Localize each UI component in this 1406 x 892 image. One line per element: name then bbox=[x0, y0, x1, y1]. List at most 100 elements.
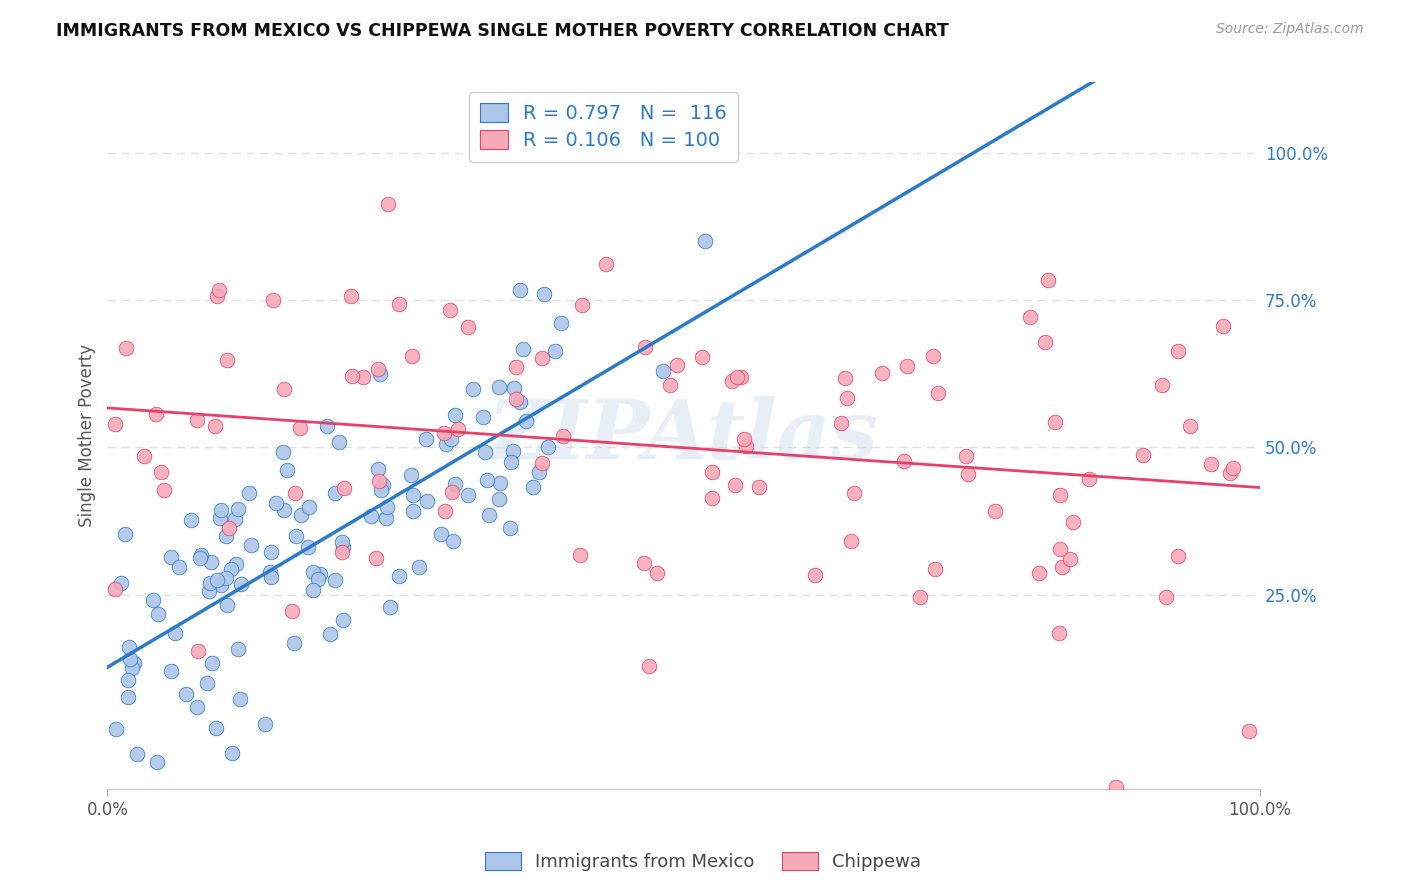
Point bbox=[371, 478, 394, 492]
Point bbox=[104, 723, 127, 737]
Point bbox=[146, 755, 169, 769]
Point bbox=[332, 540, 354, 554]
Point bbox=[502, 381, 524, 395]
Point bbox=[735, 439, 758, 453]
Point bbox=[104, 582, 127, 597]
Point bbox=[276, 463, 298, 477]
Point bbox=[145, 407, 167, 421]
Point bbox=[360, 508, 382, 523]
Point bbox=[571, 298, 593, 312]
Point bbox=[488, 476, 510, 491]
Point bbox=[352, 370, 374, 384]
Point bbox=[290, 421, 312, 435]
Point bbox=[1049, 488, 1071, 502]
Point bbox=[205, 574, 228, 588]
Point bbox=[830, 416, 852, 430]
Point bbox=[402, 487, 425, 501]
Point bbox=[568, 549, 591, 563]
Point bbox=[638, 659, 661, 673]
Point bbox=[368, 367, 391, 381]
Point bbox=[215, 571, 238, 585]
Point bbox=[512, 343, 534, 357]
Point bbox=[204, 721, 226, 735]
Point bbox=[367, 462, 389, 476]
Point bbox=[297, 540, 319, 554]
Point bbox=[190, 551, 212, 566]
Point bbox=[323, 573, 346, 587]
Point bbox=[658, 378, 681, 392]
Point bbox=[121, 661, 143, 675]
Point bbox=[221, 746, 243, 760]
Point bbox=[260, 570, 283, 584]
Point bbox=[163, 626, 186, 640]
Point bbox=[730, 369, 752, 384]
Point bbox=[509, 283, 531, 297]
Point bbox=[283, 636, 305, 650]
Point bbox=[434, 437, 457, 451]
Point bbox=[264, 495, 287, 509]
Point bbox=[1237, 723, 1260, 738]
Point bbox=[370, 483, 392, 498]
Point bbox=[186, 412, 208, 426]
Point bbox=[474, 445, 496, 459]
Point bbox=[1047, 625, 1070, 640]
Point bbox=[374, 511, 396, 525]
Point bbox=[174, 687, 197, 701]
Point bbox=[388, 569, 411, 583]
Point bbox=[1154, 591, 1177, 605]
Point bbox=[908, 591, 931, 605]
Point bbox=[1212, 319, 1234, 334]
Point bbox=[195, 676, 218, 690]
Point bbox=[273, 382, 295, 396]
Point bbox=[1019, 310, 1042, 324]
Point bbox=[531, 351, 554, 366]
Point bbox=[501, 455, 523, 469]
Point bbox=[488, 492, 510, 507]
Point bbox=[505, 392, 527, 407]
Point bbox=[152, 483, 174, 498]
Point bbox=[834, 371, 856, 385]
Point bbox=[505, 360, 527, 375]
Point bbox=[215, 598, 238, 612]
Point bbox=[1059, 551, 1081, 566]
Point bbox=[226, 501, 249, 516]
Point bbox=[1152, 377, 1174, 392]
Point bbox=[118, 640, 141, 654]
Point bbox=[444, 477, 467, 491]
Point bbox=[478, 508, 501, 522]
Point bbox=[1104, 780, 1126, 795]
Point bbox=[122, 657, 145, 671]
Point bbox=[692, 350, 714, 364]
Point bbox=[117, 673, 139, 687]
Point bbox=[104, 417, 127, 432]
Point bbox=[224, 512, 246, 526]
Point bbox=[302, 582, 325, 597]
Text: IMMIGRANTS FROM MEXICO VS CHIPPEWA SINGLE MOTHER POVERTY CORRELATION CHART: IMMIGRANTS FROM MEXICO VS CHIPPEWA SINGL… bbox=[56, 22, 949, 40]
Point bbox=[228, 692, 250, 706]
Point bbox=[273, 445, 295, 459]
Point bbox=[700, 491, 723, 505]
Legend: R = 0.797   N =  116, R = 0.106   N = 100: R = 0.797 N = 116, R = 0.106 N = 100 bbox=[468, 92, 738, 161]
Point bbox=[1222, 461, 1244, 475]
Point bbox=[702, 465, 724, 479]
Point bbox=[254, 716, 277, 731]
Point bbox=[839, 533, 862, 548]
Point bbox=[169, 560, 191, 574]
Point bbox=[142, 593, 165, 607]
Point bbox=[219, 562, 242, 576]
Point bbox=[200, 555, 222, 569]
Point bbox=[429, 527, 451, 541]
Point bbox=[870, 366, 893, 380]
Point bbox=[695, 234, 717, 248]
Point bbox=[367, 474, 389, 488]
Point bbox=[416, 494, 439, 508]
Point bbox=[215, 529, 238, 543]
Point bbox=[205, 289, 228, 303]
Point bbox=[225, 557, 247, 571]
Point bbox=[502, 444, 524, 458]
Point bbox=[522, 479, 544, 493]
Point bbox=[595, 257, 617, 271]
Point bbox=[665, 358, 688, 372]
Point bbox=[1077, 472, 1099, 486]
Point bbox=[447, 421, 470, 435]
